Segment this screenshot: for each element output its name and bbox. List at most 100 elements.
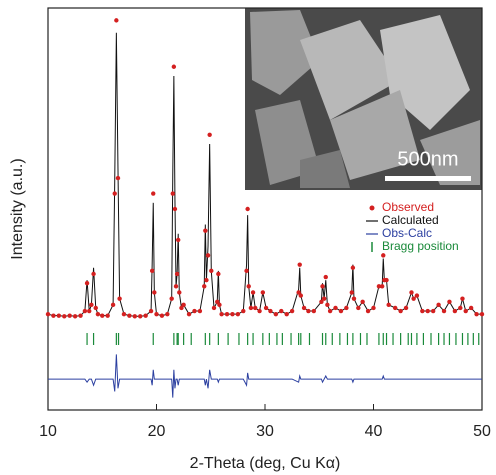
observed-point <box>320 284 325 289</box>
observed-point <box>371 305 376 311</box>
observed-point <box>149 268 155 274</box>
observed-point <box>425 308 430 314</box>
observed-point <box>89 302 94 308</box>
observed-point <box>384 277 389 283</box>
observed-point <box>333 305 338 311</box>
observed-point <box>441 308 447 314</box>
observed-point <box>115 175 121 181</box>
observed-point <box>365 308 371 314</box>
observed-point <box>260 290 266 295</box>
observed-point <box>209 268 214 274</box>
observed-point <box>117 296 122 301</box>
observed-point <box>114 18 119 23</box>
observed-point <box>386 302 391 308</box>
observed-point <box>253 305 258 311</box>
observed-point <box>263 305 269 311</box>
observed-point <box>436 302 441 308</box>
observed-point <box>398 308 403 314</box>
sem-inset: 500nm <box>245 8 482 190</box>
observed-point <box>284 311 289 317</box>
observed-point <box>121 311 127 317</box>
observed-point <box>452 308 458 314</box>
observed-point <box>211 305 217 311</box>
observed-point <box>143 313 148 318</box>
observed-point <box>186 311 192 317</box>
observed-point <box>204 277 209 283</box>
observed-point <box>379 284 385 289</box>
observed-point <box>152 290 157 295</box>
observed-point <box>176 237 181 243</box>
observed-point <box>197 308 203 314</box>
observed-point <box>82 308 88 314</box>
observed-point <box>319 299 324 304</box>
observed-point <box>458 305 463 311</box>
observed-point <box>430 308 436 314</box>
legend-label: Obs-Calc <box>382 226 432 240</box>
x-tick-label: 10 <box>39 423 57 440</box>
observed-point <box>325 302 330 308</box>
observed-point <box>468 305 474 311</box>
observed-point <box>138 314 143 319</box>
observed-point <box>411 296 416 301</box>
observed-point <box>257 308 262 314</box>
observed-point <box>170 191 175 196</box>
observed-point <box>165 311 170 317</box>
observed-point <box>56 313 62 318</box>
observed-point <box>403 305 409 311</box>
observed-point <box>306 308 311 314</box>
observed-point <box>323 274 328 280</box>
observed-point <box>460 296 465 301</box>
observed-point <box>248 305 254 311</box>
observed-point <box>173 284 179 289</box>
observed-point <box>301 305 307 311</box>
observed-point <box>205 253 211 258</box>
observed-point <box>216 271 221 277</box>
legend-label: Calculated <box>382 213 439 227</box>
observed-point <box>207 132 212 137</box>
observed-point <box>296 290 301 295</box>
observed-point <box>360 299 365 304</box>
observed-point <box>381 253 386 258</box>
observed-point <box>215 299 220 304</box>
scale-bar-label: 500nm <box>397 148 458 170</box>
observed-point <box>219 311 224 317</box>
x-tick-label: 50 <box>473 423 491 440</box>
observed-point <box>159 313 165 318</box>
observed-point <box>479 311 485 317</box>
observed-point <box>181 302 186 308</box>
observed-point <box>172 206 178 212</box>
observed-point <box>62 314 67 319</box>
observed-point <box>414 293 420 298</box>
observed-point <box>244 268 249 274</box>
observed-point <box>246 284 251 289</box>
observed-point <box>230 311 235 317</box>
observed-point <box>151 191 156 196</box>
observed-point <box>203 228 208 233</box>
observed-point <box>154 311 159 317</box>
observed-point <box>338 308 344 314</box>
observed-point <box>447 299 452 304</box>
observed-point <box>224 311 230 317</box>
observed-point <box>297 262 302 267</box>
observed-point <box>311 308 317 314</box>
observed-point <box>127 313 132 318</box>
series-line <box>48 354 482 398</box>
observed-point <box>376 284 382 289</box>
observed-point <box>105 313 110 318</box>
legend-marker <box>369 205 375 211</box>
observed-point <box>289 308 295 314</box>
observed-point <box>420 308 425 314</box>
observed-point <box>344 305 349 311</box>
observed-point <box>45 311 51 317</box>
observed-point <box>91 271 96 277</box>
observed-point <box>67 313 72 318</box>
observed-point <box>87 308 92 314</box>
observed-point <box>51 313 56 318</box>
observed-point <box>321 296 327 301</box>
observed-point <box>273 311 279 317</box>
observed-point <box>245 206 250 212</box>
observed-point <box>474 311 479 317</box>
observed-point <box>298 293 304 298</box>
observed-point <box>268 308 273 314</box>
